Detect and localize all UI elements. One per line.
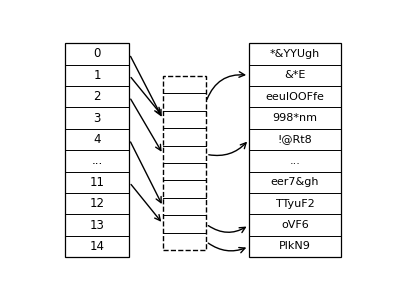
Text: 12: 12 [89,197,105,210]
Text: !@Rt8: !@Rt8 [278,134,312,144]
Text: TTyuF2: TTyuF2 [276,199,314,209]
Text: 998*nm: 998*nm [272,113,318,123]
Text: 13: 13 [89,219,105,232]
Bar [249,43,341,257]
Bar [65,43,129,257]
Text: 2: 2 [93,90,101,103]
Text: eeuIOOFfe: eeuIOOFfe [266,92,324,102]
Text: 1: 1 [93,69,101,82]
Text: 4: 4 [93,133,101,146]
Text: &*E: &*E [284,70,306,80]
Text: ...: ... [289,156,301,166]
Text: oVF6: oVF6 [281,220,309,230]
Bar [163,76,206,250]
Text: ...: ... [91,154,103,167]
Text: eer7&gh: eer7&gh [271,177,319,187]
Text: *&YYUgh: *&YYUgh [270,49,320,59]
Text: 14: 14 [89,240,105,253]
Text: 0: 0 [93,47,101,60]
Text: PlkN9: PlkN9 [279,242,311,252]
Text: 3: 3 [93,112,101,125]
Text: 11: 11 [89,176,105,189]
